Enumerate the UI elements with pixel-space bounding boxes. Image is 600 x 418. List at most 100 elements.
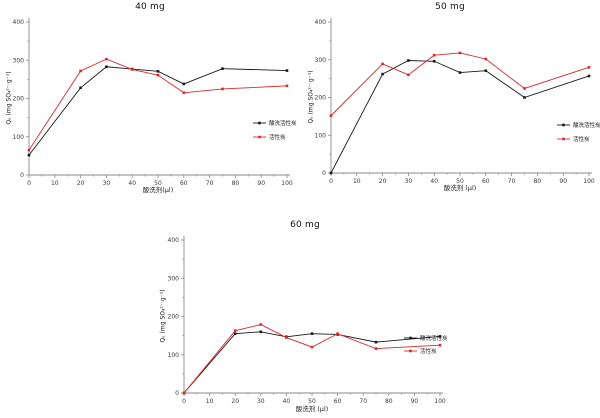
chart-canvas: 0 10 20 30 40 50 60 70 80 90 100 0 100 200 300 400 酸洗活性炭… — [168, 236, 448, 405]
data-point-marker — [130, 68, 134, 71]
chart-title: 60 mg — [290, 220, 320, 230]
chart-canvas: 0 10 20 30 40 50 60 70 80 90 100 0 100 200 300 400 酸洗活性炭… — [315, 18, 600, 185]
data-point-marker — [310, 345, 314, 349]
x-tick-label: 90 — [257, 180, 265, 187]
data-point-marker — [182, 391, 186, 395]
legend-label: 酸洗活性炭 — [420, 334, 448, 342]
y-tick-label: 200 — [168, 314, 180, 321]
data-point-marker — [27, 153, 31, 157]
data-point-marker — [432, 59, 436, 63]
x-tick-label: 10 — [353, 178, 361, 185]
legend-label: 酸洗活性炭 — [573, 121, 600, 129]
legend-label: 活性炭 — [269, 133, 286, 141]
data-point-marker — [438, 335, 442, 338]
legend-marker — [258, 121, 261, 125]
y-tick-label: 400 — [168, 237, 180, 244]
data-point-marker — [105, 57, 108, 61]
data-point-marker — [484, 69, 488, 72]
x-axis-label: 酸洗剂(μl) — [142, 186, 174, 194]
y-tick-label: 300 — [315, 57, 327, 64]
x-tick-label: 60 — [482, 178, 490, 185]
x-tick-label: 50 — [308, 398, 316, 405]
y-tick-label: 300 — [13, 57, 25, 64]
y-tick-label: 400 — [13, 19, 25, 26]
x-tick-label: 40 — [430, 178, 438, 185]
x-tick-label: 50 — [456, 178, 464, 185]
x-tick-label: 90 — [411, 398, 419, 405]
data-point-marker — [458, 51, 462, 55]
data-point-marker — [336, 332, 339, 336]
series-line-0 — [28, 66, 288, 156]
chart-panel-60mg: 60 mg Qₑ (mg SO₄²⁻·g⁻¹) 酸洗剂 (μl) 0 10 20 30… — [150, 209, 460, 418]
chart-title: 50 mg — [435, 2, 465, 12]
x-tick-label: 60 — [180, 180, 188, 187]
series-line-1 — [330, 52, 590, 116]
data-point-marker — [79, 86, 82, 90]
x-tick-label: 80 — [534, 178, 542, 185]
data-point-marker — [27, 148, 31, 152]
legend-marker — [258, 135, 261, 139]
data-point-marker — [285, 84, 289, 88]
x-tick-label: 0 — [329, 178, 333, 185]
data-point-marker — [259, 330, 263, 334]
y-tick-label: 400 — [315, 19, 327, 26]
data-point-marker — [156, 73, 160, 77]
data-point-marker — [310, 332, 314, 336]
chart-panel-40mg: 40 mg Qₑ (mg SO₄²⁻·g⁻¹) 酸洗剂(μl) 0 10 20 30 4… — [0, 0, 300, 209]
x-tick-label: 60 — [334, 398, 342, 405]
data-point-marker — [329, 114, 333, 117]
y-tick-label: 100 — [168, 352, 180, 359]
legend-label: 酸洗活性炭 — [269, 119, 297, 127]
series-line-0 — [330, 60, 590, 174]
series-line-1 — [28, 58, 288, 151]
x-axis-label: 酸洗剂 (μl) — [295, 405, 329, 413]
data-point-marker — [374, 340, 378, 344]
x-tick-label: 20 — [77, 180, 85, 187]
chart-title: 40 mg — [135, 2, 165, 12]
x-tick-label: 80 — [385, 398, 393, 405]
y-tick-label: 0 — [175, 390, 179, 397]
x-tick-label: 20 — [231, 398, 239, 405]
legend-marker — [409, 349, 412, 353]
x-tick-label: 30 — [257, 398, 265, 405]
y-tick-label: 200 — [315, 95, 327, 102]
data-point-marker — [329, 171, 333, 175]
x-tick-label: 70 — [508, 178, 516, 185]
data-point-marker — [432, 53, 436, 57]
y-tick-label: 300 — [168, 275, 180, 282]
data-point-marker — [381, 72, 384, 76]
legend-marker — [562, 137, 565, 141]
data-point-marker — [79, 69, 82, 73]
data-point-marker — [523, 87, 526, 90]
data-point-marker — [587, 74, 591, 78]
x-tick-label: 100 — [434, 398, 446, 405]
chart-panel-50mg: 50 mg Qₑ (mg SO₄²⁻·g⁻¹) 酸洗剂 (μl) 0 10 20 30… — [300, 0, 600, 209]
x-tick-label: 70 — [359, 398, 367, 405]
x-tick-label: 0 — [182, 398, 186, 405]
x-tick-label: 40 — [283, 398, 291, 405]
data-point-marker — [259, 323, 263, 326]
x-tick-label: 40 — [128, 180, 136, 187]
data-point-marker — [156, 70, 160, 73]
data-point-marker — [381, 62, 384, 66]
x-tick-label: 0 — [27, 180, 31, 187]
x-tick-label: 50 — [154, 180, 162, 187]
series-line-1 — [183, 324, 441, 394]
data-point-marker — [285, 69, 289, 72]
data-point-marker — [438, 343, 442, 347]
data-point-marker — [523, 96, 526, 99]
y-tick-label: 100 — [315, 132, 327, 139]
x-tick-label: 80 — [232, 180, 240, 187]
data-point-marker — [182, 91, 186, 95]
data-point-marker — [484, 57, 488, 61]
data-point-marker — [458, 71, 462, 74]
data-point-marker — [105, 65, 108, 69]
legend-label: 活性炭 — [573, 135, 590, 143]
data-point-marker — [407, 73, 410, 77]
x-tick-label: 70 — [206, 180, 214, 187]
x-tick-label: 30 — [103, 180, 111, 187]
series-line-0 — [183, 331, 441, 394]
data-point-marker — [374, 347, 378, 350]
y-tick-label: 200 — [13, 96, 25, 103]
